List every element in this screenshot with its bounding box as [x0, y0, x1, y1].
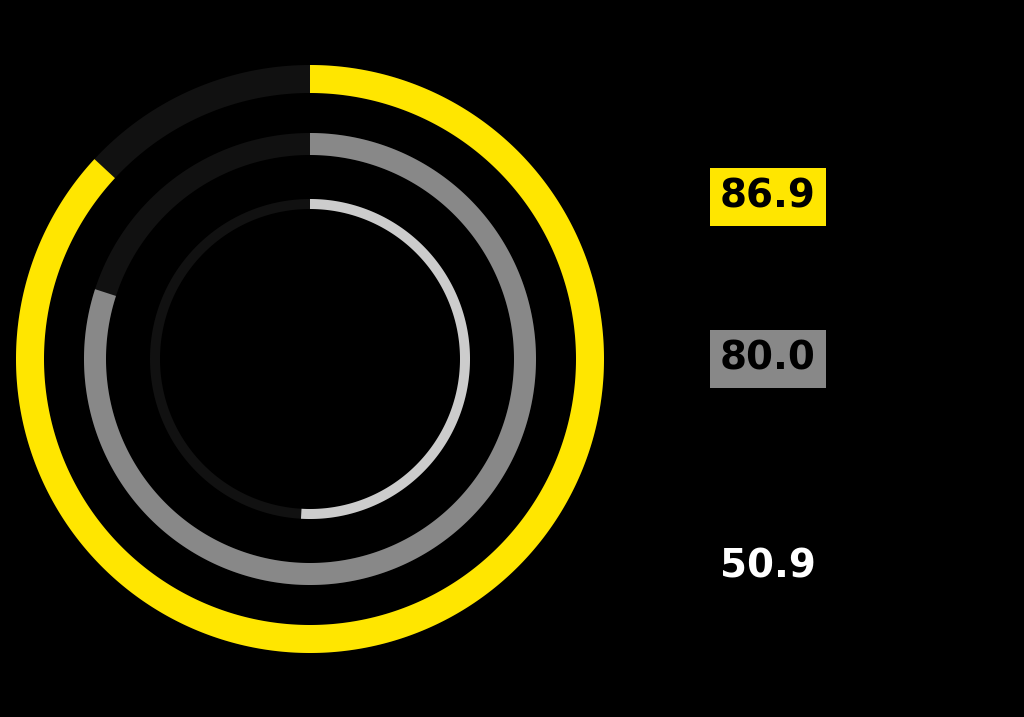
Polygon shape [301, 199, 470, 519]
Polygon shape [150, 199, 470, 519]
Polygon shape [84, 133, 536, 585]
Polygon shape [84, 133, 536, 585]
Polygon shape [16, 65, 604, 653]
Polygon shape [16, 65, 604, 653]
Text: 80.0: 80.0 [720, 340, 816, 378]
Text: 86.9: 86.9 [720, 178, 816, 216]
Text: 50.9: 50.9 [720, 548, 816, 586]
